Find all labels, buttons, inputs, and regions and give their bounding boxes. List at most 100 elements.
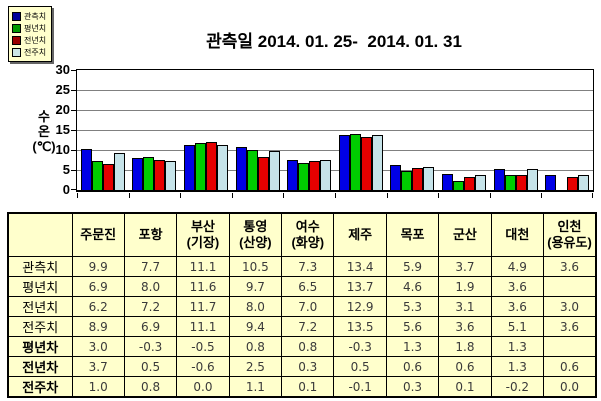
- bar: [165, 161, 177, 190]
- table-cell: 8.9: [71, 316, 125, 337]
- table-cell: 9.7: [228, 276, 283, 297]
- y-axis-tick: [71, 110, 77, 111]
- gridline: [77, 110, 593, 111]
- legend-swatch-icon: [12, 35, 21, 45]
- table-cell: 6.2: [71, 296, 125, 317]
- legend-swatch-icon: [12, 23, 21, 33]
- bar: [143, 157, 155, 190]
- table-corner-cell: [7, 212, 73, 257]
- table-cell: 6.5: [281, 276, 335, 297]
- table-row: 평년치 6.9 8.0 11.6 9.7 6.5 13.7 4.6 1.9 3.6: [7, 276, 597, 297]
- table-cell: 3.0: [71, 336, 125, 357]
- table-cell: 11.7: [176, 296, 230, 317]
- table-cell: 1.3: [385, 336, 440, 357]
- legend-label: 평년치: [24, 23, 47, 33]
- table-cell: 3.6: [490, 296, 545, 317]
- legend-swatch-icon: [12, 11, 21, 21]
- y-axis-tick-label: 10: [55, 142, 70, 157]
- row-label: 평년치: [7, 276, 73, 297]
- bar: [268, 151, 280, 190]
- table-cell: [543, 276, 597, 297]
- table-row: 관측치 9.9 7.7 11.1 10.5 7.3 13.4 5.9 3.7 4.9 3.6: [7, 256, 597, 277]
- table-row: 전년차 3.7 0.5 -0.6 2.5 0.3 0.5 0.6 0.6 1.3 0.6: [7, 356, 597, 377]
- legend-item: 전년치: [12, 34, 46, 46]
- bar: [132, 158, 144, 190]
- y-axis-tick: [71, 150, 77, 151]
- table-row: 전주치 8.9 6.9 11.1 9.4 7.2 13.5 5.6 3.6 5.1 3.6: [7, 316, 597, 337]
- y-axis-label-line: (℃): [32, 139, 56, 154]
- y-axis-tick: [71, 90, 77, 91]
- bar-group-5: [283, 70, 335, 190]
- table-cell: -0.2: [490, 376, 545, 398]
- y-axis-label-line: 수: [38, 109, 50, 124]
- table-cell: 5.1: [490, 316, 545, 337]
- table-cell: 7.2: [281, 316, 335, 337]
- table-cell: 6.9: [123, 316, 178, 337]
- legend-swatch-icon: [12, 47, 21, 57]
- table-cell: 13.4: [333, 256, 387, 277]
- table-cell: 7.3: [281, 256, 335, 277]
- table-cell: -0.3: [123, 336, 178, 357]
- table-cell: 1.9: [438, 276, 492, 297]
- legend-label: 관측치: [24, 11, 47, 21]
- y-axis-tick-label: 0: [62, 182, 70, 197]
- bar: [91, 161, 103, 190]
- column-header: 여수 (화양): [281, 212, 335, 257]
- table-row: 전주차 1.0 0.8 0.0 1.1 0.1 -0.1 0.3 0.1 -0.2 0.0: [7, 376, 597, 398]
- table-cell: 1.3: [490, 336, 545, 357]
- table-cell: 0.6: [385, 356, 440, 377]
- table-cell: 3.6: [543, 256, 597, 277]
- table-cell: 1.0: [71, 376, 125, 398]
- table-cell: 0.0: [543, 376, 597, 398]
- y-axis-tick-label: 5: [62, 162, 70, 177]
- bar-group-9: [490, 70, 542, 190]
- y-axis-label-line: 온: [38, 124, 50, 139]
- bar: [183, 145, 195, 190]
- row-label: 전주차: [7, 376, 73, 398]
- table-cell: -0.5: [176, 336, 230, 357]
- column-header: 목포: [385, 212, 440, 257]
- chart-title: 관측일 2014. 01. 25- 2014. 01. 31: [206, 32, 462, 51]
- table-cell: 0.3: [281, 356, 335, 377]
- bar: [441, 174, 453, 190]
- data-table: 주문진 포항 부산 (기장) 통영 (산양) 여수 (화양) 제주 목포 군산 대천 인천 (용유…: [7, 212, 597, 398]
- table-cell: 2.5: [228, 356, 283, 377]
- table-cell: 0.1: [438, 376, 492, 398]
- table-cell: 3.7: [71, 356, 125, 377]
- x-axis-tick: [386, 193, 388, 198]
- table-cell: 13.7: [333, 276, 387, 297]
- column-header: 인천 (용유도): [543, 212, 597, 257]
- bar: [320, 160, 332, 190]
- bar: [526, 169, 538, 190]
- table-cell: 0.8: [123, 376, 178, 398]
- legend-label: 전주치: [24, 47, 47, 57]
- row-label: 평년차: [7, 336, 73, 357]
- table-cell: 3.6: [438, 316, 492, 337]
- bar: [235, 147, 247, 190]
- table-cell: -0.1: [333, 376, 387, 398]
- x-axis-tick: [128, 193, 130, 198]
- table-cell: 3.6: [490, 276, 545, 297]
- table-cell: 9.4: [228, 316, 283, 337]
- column-header: 제주: [333, 212, 387, 257]
- row-label: 관측치: [7, 256, 73, 277]
- row-label: 전주치: [7, 316, 73, 337]
- table-cell: 8.0: [228, 296, 283, 317]
- bar-group-2: [129, 70, 181, 190]
- bar: [493, 169, 505, 190]
- data-table-wrapper: 주문진 포항 부산 (기장) 통영 (산양) 여수 (화양) 제주 목포 군산 대천 인천 (용유…: [7, 212, 597, 398]
- bar: [154, 160, 166, 190]
- bar: [504, 175, 516, 190]
- bar-group-3: [180, 70, 232, 190]
- bar: [390, 165, 402, 190]
- bar: [287, 160, 299, 190]
- table-cell: 11.1: [176, 316, 230, 337]
- table-cell: 0.3: [385, 376, 440, 398]
- bar: [216, 145, 228, 190]
- table-cell: 3.0: [543, 296, 597, 317]
- x-axis-tick: [231, 193, 233, 198]
- bar: [246, 150, 258, 190]
- plot-area: [71, 69, 594, 198]
- bar: [463, 177, 475, 190]
